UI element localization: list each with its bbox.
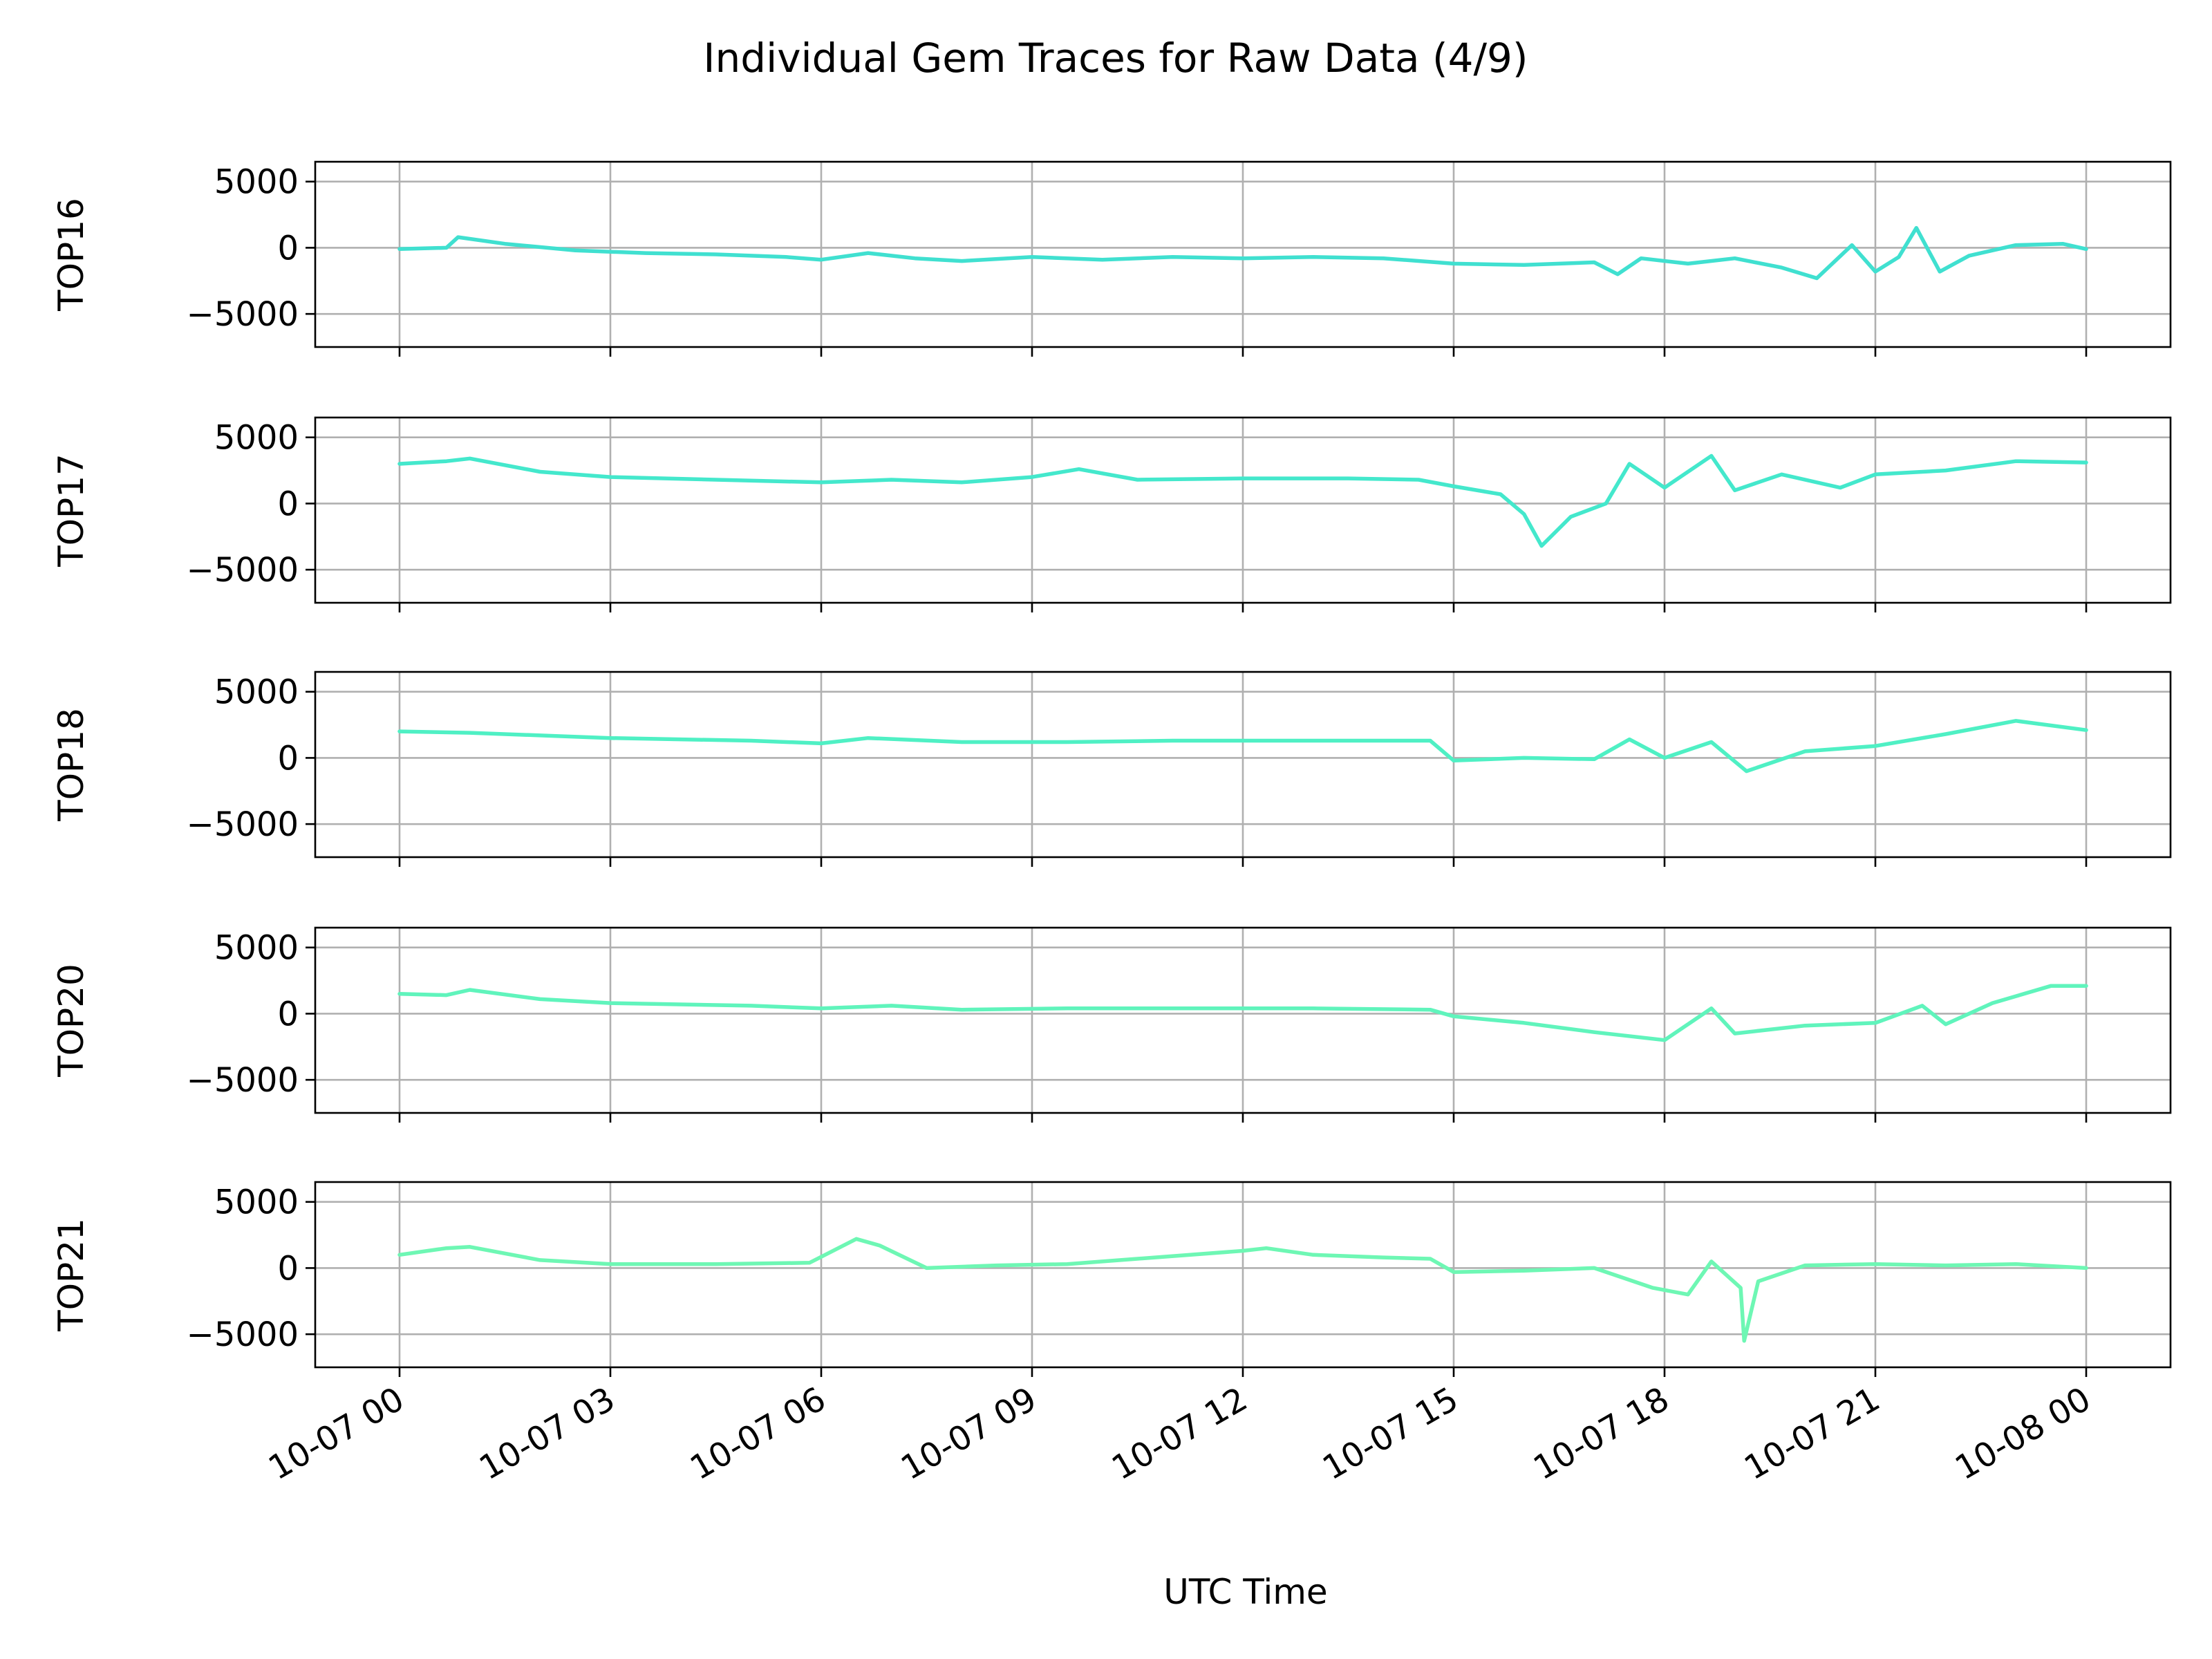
y-tick-label: −5000 — [187, 295, 299, 334]
y-tick-label: 0 — [277, 995, 299, 1033]
y-axis-label: TOP18 — [51, 708, 91, 822]
y-tick-label: 5000 — [214, 929, 299, 968]
y-axis-label: TOP20 — [51, 964, 91, 1078]
trace-top20 — [397, 984, 2088, 1042]
plot-frame — [314, 926, 2172, 1114]
y-tick-label: 5000 — [214, 673, 299, 712]
y-tick-label: 0 — [277, 739, 299, 778]
chart-title: Individual Gem Traces for Raw Data (4/9) — [703, 35, 1528, 82]
plot-frame — [314, 671, 2172, 859]
y-tick-label: 5000 — [214, 163, 299, 202]
y-tick-label: −5000 — [187, 1315, 299, 1354]
plot-frame — [314, 1181, 2172, 1369]
y-tick-label: −5000 — [187, 805, 299, 844]
y-tick-label: 0 — [277, 485, 299, 523]
y-tick-label: 0 — [277, 1249, 299, 1288]
y-axis-label: TOP17 — [51, 453, 91, 568]
panel-top18: 5000 0 −5000 TOP18 — [51, 671, 2172, 867]
y-tick-label: −5000 — [187, 1061, 299, 1100]
panel-top17: 5000 0 −5000 TOP17 — [51, 416, 2172, 612]
y-axis-label: TOP21 — [51, 1218, 91, 1332]
panels: 5000 0 −5000 TOP16 5000 0 −5000 TOP17 5000 0 −5000… — [51, 160, 2172, 1377]
panel-top20: 5000 0 −5000 TOP20 — [51, 926, 2172, 1123]
panel-top21: 5000 0 −5000 TOP21 — [51, 1181, 2172, 1377]
plot-frame — [314, 416, 2172, 604]
x-axis-label: UTC Time — [1163, 1572, 1327, 1612]
panel-top16: 5000 0 −5000 TOP16 — [51, 160, 2172, 357]
y-tick-label: 0 — [277, 229, 299, 268]
y-tick-label: 5000 — [214, 1183, 299, 1222]
y-tick-label: 5000 — [214, 419, 299, 458]
trace-top18 — [397, 719, 2088, 774]
plot-frame — [314, 160, 2172, 348]
trace-top16 — [397, 225, 2088, 281]
y-tick-label: −5000 — [187, 551, 299, 590]
trace-top21 — [397, 1237, 2088, 1343]
trace-top17 — [397, 453, 2088, 548]
y-axis-label: TOP16 — [51, 198, 91, 312]
